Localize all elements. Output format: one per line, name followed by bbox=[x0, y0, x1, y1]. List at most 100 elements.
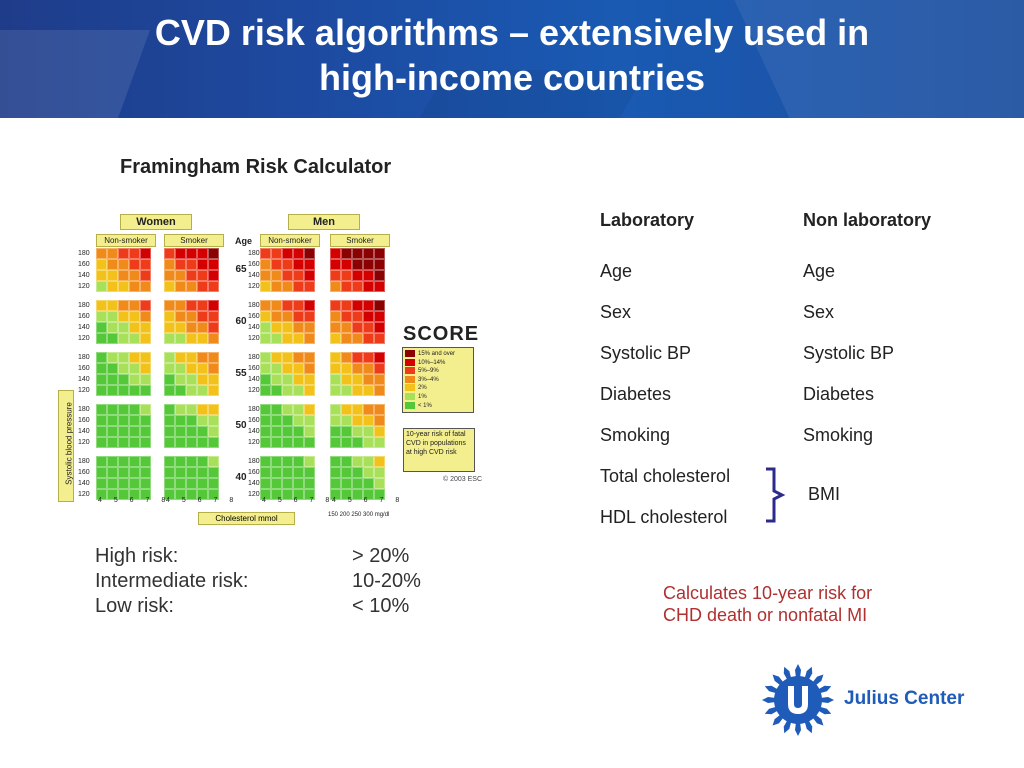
risk-cell bbox=[304, 489, 315, 500]
risk-cell bbox=[363, 322, 374, 333]
copyright: © 2003 ESC bbox=[443, 476, 483, 483]
risk-cell bbox=[293, 322, 304, 333]
risk-cell bbox=[330, 426, 341, 437]
risk-cell bbox=[118, 281, 129, 292]
legend-entry: < 1% bbox=[405, 401, 432, 410]
risk-cell bbox=[186, 456, 197, 467]
risk-cell bbox=[107, 478, 118, 489]
risk-cell bbox=[140, 322, 151, 333]
risk-cell bbox=[175, 281, 186, 292]
risk-cell bbox=[118, 456, 129, 467]
risk-cell bbox=[293, 456, 304, 467]
logo-petal bbox=[820, 697, 834, 703]
risk-cell bbox=[352, 467, 363, 478]
bp-labels: 180 160 140 120 bbox=[78, 300, 90, 344]
risk-cell bbox=[330, 300, 341, 311]
risk-cell bbox=[374, 248, 385, 259]
risk-cell bbox=[208, 259, 219, 270]
risk-cell bbox=[118, 259, 129, 270]
risk-cell bbox=[260, 311, 271, 322]
risk-cell bbox=[293, 281, 304, 292]
risk-cell bbox=[282, 270, 293, 281]
logo-petal bbox=[804, 666, 813, 681]
risk-cell bbox=[374, 281, 385, 292]
risk-cell bbox=[164, 467, 175, 478]
risk-cell bbox=[118, 248, 129, 259]
score-logo: SCORE bbox=[403, 323, 480, 345]
risk-cell bbox=[260, 385, 271, 396]
risk-cell bbox=[330, 270, 341, 281]
risk-cell bbox=[107, 385, 118, 396]
risk-cell bbox=[140, 259, 151, 270]
risk-cell bbox=[260, 489, 271, 500]
risk-cell bbox=[352, 489, 363, 500]
risk-cell bbox=[164, 426, 175, 437]
lab-item: Smoking bbox=[600, 425, 671, 445]
risk-cell bbox=[175, 385, 186, 396]
risk-cell bbox=[293, 248, 304, 259]
risk-cell bbox=[374, 363, 385, 374]
risk-cell bbox=[197, 374, 208, 385]
risk-cell bbox=[304, 352, 315, 363]
risk-cell bbox=[293, 467, 304, 478]
risk-cell bbox=[271, 333, 282, 344]
risk-cell bbox=[352, 437, 363, 448]
legend-swatch bbox=[405, 384, 415, 392]
legend-text: 15% and over bbox=[418, 351, 456, 358]
risk-cell bbox=[341, 322, 352, 333]
risk-cell bbox=[260, 415, 271, 426]
bp-value: 120 bbox=[78, 491, 90, 498]
risk-cell bbox=[208, 270, 219, 281]
risk-cell bbox=[164, 270, 175, 281]
risk-cell bbox=[260, 437, 271, 448]
risk-cell bbox=[129, 385, 140, 396]
risk-cell bbox=[352, 415, 363, 426]
risk-cell bbox=[107, 415, 118, 426]
risk-cell bbox=[363, 374, 374, 385]
risk-cell bbox=[304, 467, 315, 478]
age-header: Age bbox=[235, 236, 253, 246]
risk-cell bbox=[208, 363, 219, 374]
risk-cell bbox=[164, 363, 175, 374]
age-label: 60 bbox=[235, 316, 247, 327]
risk-cell bbox=[260, 352, 271, 363]
risk-cell bbox=[208, 333, 219, 344]
risk-cell bbox=[341, 300, 352, 311]
brace-icon bbox=[766, 467, 786, 523]
risk-cell bbox=[175, 259, 186, 270]
risk-cell bbox=[330, 248, 341, 259]
risk-cell bbox=[208, 311, 219, 322]
risk-cell bbox=[352, 352, 363, 363]
risk-cell bbox=[282, 311, 293, 322]
risk-cell bbox=[352, 374, 363, 385]
risk-cell bbox=[304, 363, 315, 374]
panel-men-label: Men bbox=[288, 214, 360, 230]
risk-cell bbox=[175, 467, 186, 478]
logo-petal bbox=[764, 706, 779, 715]
risk-cell bbox=[304, 281, 315, 292]
logo-petal bbox=[817, 685, 832, 694]
chol-axis-men-smoker: 4 5 6 7 8 bbox=[332, 497, 405, 504]
bp-value: 120 bbox=[78, 283, 90, 290]
risk-cell bbox=[175, 248, 186, 259]
risk-cell bbox=[271, 385, 282, 396]
risk-cell bbox=[129, 374, 140, 385]
risk-cell bbox=[293, 489, 304, 500]
risk-cell bbox=[186, 404, 197, 415]
risk-cell bbox=[129, 426, 140, 437]
risk-cell bbox=[271, 248, 282, 259]
bp-labels: 180 160 140 120 bbox=[248, 404, 260, 448]
logo-text: Julius Center bbox=[844, 688, 965, 709]
risk-cell bbox=[129, 300, 140, 311]
risk-cell bbox=[282, 374, 293, 385]
bp-value: 180 bbox=[248, 458, 260, 465]
risk-cell bbox=[164, 374, 175, 385]
risk-cell bbox=[352, 281, 363, 292]
risk-cell bbox=[118, 300, 129, 311]
risk-cell bbox=[96, 352, 107, 363]
risk-cell bbox=[304, 300, 315, 311]
risk-cell bbox=[363, 363, 374, 374]
risk-cell bbox=[140, 437, 151, 448]
risk-cell bbox=[208, 300, 219, 311]
logo-petal bbox=[772, 714, 784, 726]
